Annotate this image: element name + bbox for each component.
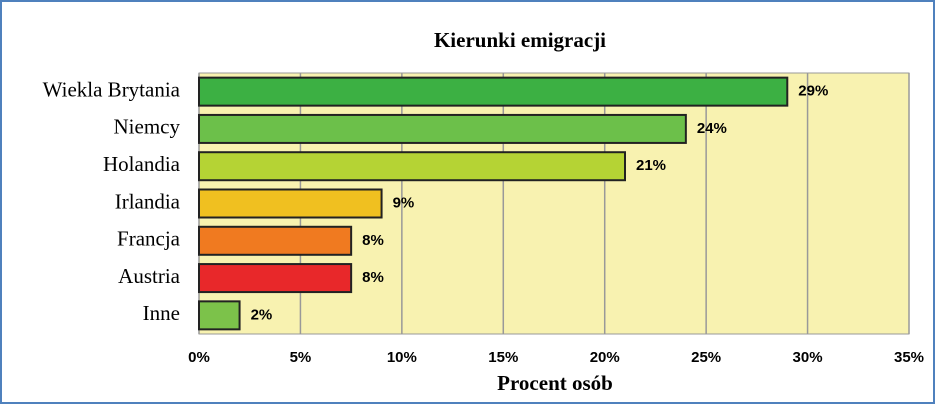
y-tick-label: Wiekla Brytania bbox=[43, 77, 181, 101]
x-tick-label: 5% bbox=[290, 349, 312, 366]
y-tick-label: Francja bbox=[117, 227, 181, 251]
x-tick-label: 20% bbox=[590, 349, 620, 366]
bar bbox=[198, 263, 353, 294]
value-label: 2% bbox=[251, 306, 273, 323]
x-tick-label: 10% bbox=[387, 349, 417, 366]
y-tick-label: Inne bbox=[143, 301, 180, 325]
x-tick-label: 35% bbox=[894, 349, 924, 366]
x-tick-label: 15% bbox=[488, 349, 518, 366]
bar bbox=[198, 151, 626, 182]
x-tick-label: 30% bbox=[793, 349, 823, 366]
value-label: 21% bbox=[636, 157, 666, 174]
x-axis-title: Procent osób bbox=[497, 371, 613, 395]
y-tick-label: Niemcy bbox=[114, 115, 181, 139]
y-tick-label: Austria bbox=[118, 264, 181, 288]
y-tick-label: Holandia bbox=[103, 152, 181, 176]
value-label: 8% bbox=[362, 232, 384, 249]
bar bbox=[198, 113, 687, 144]
value-label: 29% bbox=[798, 83, 828, 100]
x-tick-label: 0% bbox=[188, 349, 210, 366]
chart-title: Kierunki emigracji bbox=[434, 28, 606, 52]
value-label: 9% bbox=[393, 194, 415, 211]
bar bbox=[198, 188, 383, 219]
x-tick-label: 25% bbox=[691, 349, 721, 366]
bar bbox=[198, 300, 241, 331]
y-tick-label: Irlandia bbox=[115, 189, 181, 213]
value-label: 8% bbox=[362, 269, 384, 286]
value-label: 24% bbox=[697, 120, 727, 137]
bar bbox=[198, 225, 353, 256]
bar bbox=[198, 76, 789, 107]
